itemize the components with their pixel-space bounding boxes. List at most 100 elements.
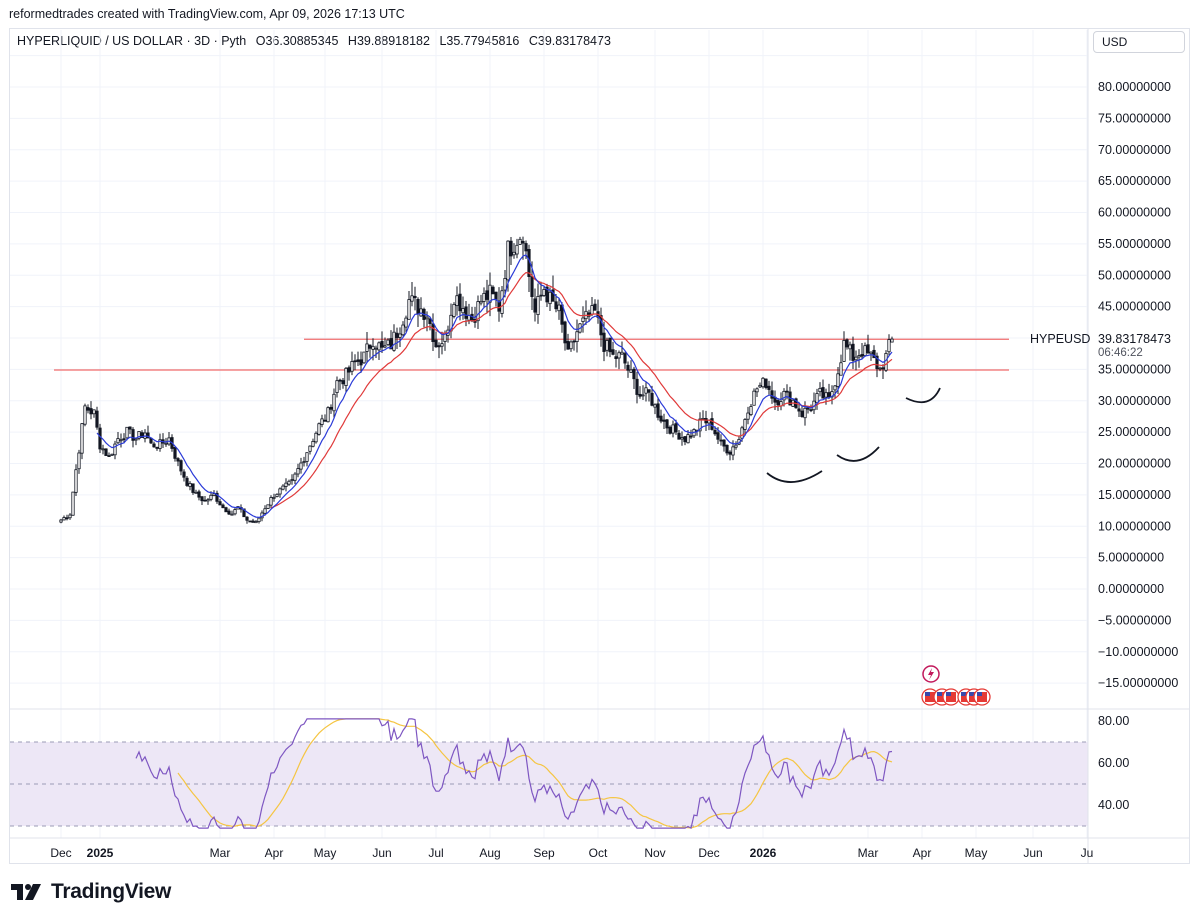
candle bbox=[428, 316, 432, 331]
time-tick-label: Oct bbox=[589, 846, 608, 860]
candle-body-down bbox=[248, 520, 252, 523]
candle bbox=[362, 351, 366, 364]
candle-body-down bbox=[572, 340, 576, 343]
candle-body-up bbox=[344, 367, 348, 386]
price-tick-label: 65.00000000 bbox=[1098, 174, 1171, 188]
candle-body-up bbox=[452, 303, 456, 317]
candle-body-down bbox=[146, 432, 150, 439]
candle-body-down bbox=[851, 343, 855, 361]
candle-body-up bbox=[746, 412, 750, 420]
candle bbox=[821, 379, 825, 399]
bar-countdown: 06:46:22 bbox=[1098, 347, 1143, 359]
candle bbox=[581, 306, 585, 333]
candle bbox=[644, 381, 648, 402]
candle-body-up bbox=[206, 499, 210, 502]
flag-stripes bbox=[925, 692, 935, 702]
candle bbox=[410, 281, 414, 307]
candle-body-down bbox=[866, 344, 870, 354]
candle bbox=[488, 272, 492, 317]
currency-button[interactable]: USD bbox=[1093, 31, 1185, 53]
candle bbox=[509, 236, 513, 266]
candle-body-up bbox=[833, 385, 837, 391]
candle-body-up bbox=[782, 390, 786, 401]
candle bbox=[395, 327, 399, 350]
candle bbox=[116, 431, 120, 444]
candle-body-down bbox=[227, 510, 231, 515]
us-flag-event-icon[interactable] bbox=[973, 688, 991, 706]
candle-body-up bbox=[158, 439, 162, 449]
candle-body-up bbox=[755, 388, 759, 393]
candle bbox=[452, 302, 456, 319]
candle bbox=[113, 440, 117, 460]
candle bbox=[497, 287, 501, 322]
candle bbox=[662, 413, 666, 430]
us-flag-event-icon[interactable] bbox=[942, 688, 960, 706]
candle bbox=[368, 344, 372, 358]
candle-body-up bbox=[878, 367, 882, 370]
candle-body-up bbox=[476, 301, 480, 322]
price-axis: 80.00000000 75.00000000 70.00000000 65.0000… bbox=[1098, 80, 1178, 690]
candle bbox=[800, 406, 804, 418]
candle-body-up bbox=[263, 508, 267, 514]
price-tick-label: 75.00000000 bbox=[1098, 111, 1171, 125]
candle bbox=[167, 432, 171, 446]
candle bbox=[734, 441, 738, 450]
candle-body-up bbox=[887, 339, 891, 353]
candle bbox=[476, 295, 480, 330]
candle bbox=[104, 448, 108, 456]
candle-body-down bbox=[485, 290, 489, 300]
candle-body-down bbox=[626, 364, 630, 371]
time-tick-label: Jun bbox=[1023, 846, 1042, 860]
candle bbox=[464, 300, 468, 327]
arc-left bbox=[766, 470, 823, 483]
candle bbox=[614, 349, 618, 368]
candle-body-up bbox=[803, 407, 807, 419]
candle bbox=[335, 376, 339, 398]
candle-body-up bbox=[749, 406, 753, 415]
candle bbox=[80, 422, 84, 460]
candle bbox=[296, 463, 300, 478]
candle-body-up bbox=[743, 419, 747, 430]
lightning-event-icon[interactable] bbox=[922, 665, 940, 683]
candle-body-down bbox=[128, 426, 132, 430]
time-tick-label: Jun bbox=[372, 846, 391, 860]
candle-body-up bbox=[653, 404, 657, 408]
candle-body-down bbox=[539, 294, 543, 297]
time-tick-label: Mar bbox=[210, 846, 231, 860]
candle-body-up bbox=[740, 427, 744, 439]
candle-body-up bbox=[752, 390, 756, 406]
candle-body-down bbox=[431, 323, 435, 343]
last-price-value: 39.83178473 bbox=[1098, 332, 1171, 346]
candle bbox=[749, 404, 753, 417]
candle-body-up bbox=[698, 418, 702, 432]
candle bbox=[176, 457, 180, 467]
candle bbox=[455, 286, 459, 316]
candle bbox=[878, 366, 882, 372]
candle-body-down bbox=[713, 429, 717, 435]
candle bbox=[758, 382, 762, 389]
candle-body-up bbox=[758, 384, 762, 388]
candle-body-up bbox=[293, 473, 297, 481]
candle-body-down bbox=[881, 367, 885, 370]
candle bbox=[119, 433, 123, 448]
chart-frame bbox=[9, 28, 1190, 864]
candle-body-up bbox=[305, 452, 309, 462]
candle bbox=[692, 428, 696, 439]
candle bbox=[65, 514, 69, 521]
candle-body-up bbox=[644, 387, 648, 394]
candle bbox=[776, 398, 780, 411]
price-tick-label: −5.00000000 bbox=[1098, 613, 1171, 627]
candle-body-down bbox=[347, 367, 351, 373]
candle-body-down bbox=[215, 492, 219, 502]
price-tick-label: 0.00000000 bbox=[1098, 582, 1164, 596]
candle bbox=[515, 238, 519, 259]
candle bbox=[851, 336, 855, 370]
candle bbox=[803, 401, 807, 426]
candle bbox=[698, 412, 702, 438]
candle-body-up bbox=[209, 494, 213, 500]
candle bbox=[575, 319, 579, 353]
candle bbox=[284, 478, 288, 492]
candle bbox=[272, 493, 276, 502]
candle-body-up bbox=[884, 353, 888, 371]
